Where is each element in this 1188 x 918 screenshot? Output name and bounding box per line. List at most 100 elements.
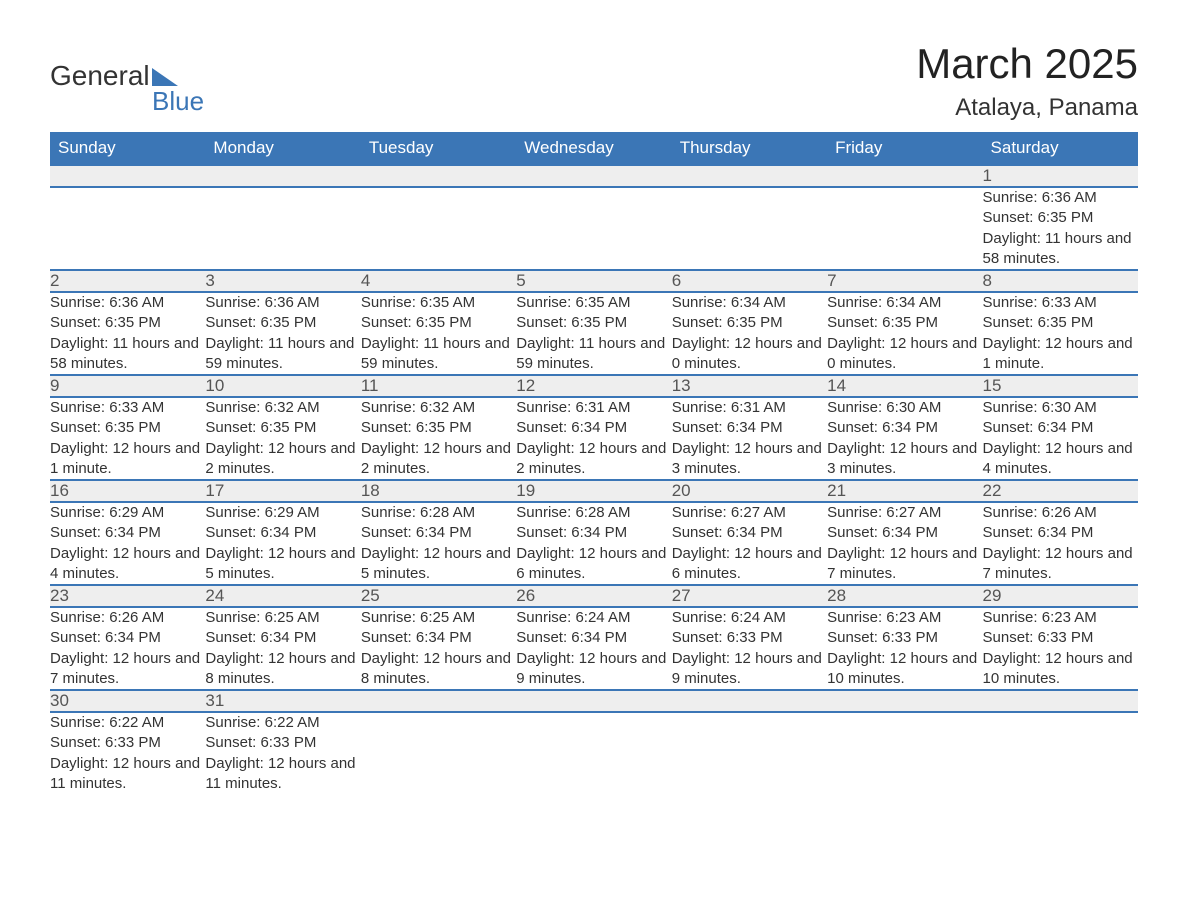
daylight-text: Daylight: 12 hours and 1 minute. (983, 334, 1138, 375)
sunset-text: Sunset: 6:34 PM (516, 418, 671, 438)
col-sunday: Sunday (50, 132, 205, 165)
day-detail-cell: Sunrise: 6:22 AMSunset: 6:33 PMDaylight:… (205, 712, 360, 794)
sunrise-text: Sunrise: 6:26 AM (983, 503, 1138, 523)
day-number-cell: 22 (983, 480, 1138, 502)
sunrise-text: Sunrise: 6:23 AM (827, 608, 982, 628)
sunrise-text: Sunrise: 6:35 AM (361, 293, 516, 313)
week-daynum-row: 2345678 (50, 270, 1138, 292)
sunset-text: Sunset: 6:35 PM (983, 313, 1138, 333)
day-number-cell: 2 (50, 270, 205, 292)
day-detail-cell: Sunrise: 6:32 AMSunset: 6:35 PMDaylight:… (361, 397, 516, 480)
daylight-text: Daylight: 12 hours and 9 minutes. (516, 649, 671, 690)
day-detail-cell: Sunrise: 6:27 AMSunset: 6:34 PMDaylight:… (672, 502, 827, 585)
header: General Blue March 2025 Atalaya, Panama (50, 40, 1138, 122)
day-detail-cell (827, 712, 982, 794)
day-number-cell: 18 (361, 480, 516, 502)
sunrise-text: Sunrise: 6:36 AM (983, 188, 1138, 208)
sunrise-text: Sunrise: 6:28 AM (361, 503, 516, 523)
sunset-text: Sunset: 6:34 PM (205, 523, 360, 543)
col-thursday: Thursday (672, 132, 827, 165)
day-detail-cell: Sunrise: 6:29 AMSunset: 6:34 PMDaylight:… (50, 502, 205, 585)
sunset-text: Sunset: 6:34 PM (672, 523, 827, 543)
day-detail-cell: Sunrise: 6:30 AMSunset: 6:34 PMDaylight:… (983, 397, 1138, 480)
day-detail-cell: Sunrise: 6:27 AMSunset: 6:34 PMDaylight:… (827, 502, 982, 585)
day-number-cell: 11 (361, 375, 516, 397)
day-detail-cell: Sunrise: 6:32 AMSunset: 6:35 PMDaylight:… (205, 397, 360, 480)
day-detail-cell (516, 712, 671, 794)
sunrise-text: Sunrise: 6:25 AM (361, 608, 516, 628)
daylight-text: Daylight: 12 hours and 10 minutes. (827, 649, 982, 690)
daylight-text: Daylight: 12 hours and 2 minutes. (361, 439, 516, 480)
sunset-text: Sunset: 6:35 PM (827, 313, 982, 333)
col-monday: Monday (205, 132, 360, 165)
day-detail-cell (361, 712, 516, 794)
sunset-text: Sunset: 6:34 PM (516, 628, 671, 648)
daylight-text: Daylight: 12 hours and 0 minutes. (827, 334, 982, 375)
sunrise-text: Sunrise: 6:30 AM (827, 398, 982, 418)
daylight-text: Daylight: 11 hours and 58 minutes. (50, 334, 205, 375)
day-number-cell: 4 (361, 270, 516, 292)
week-detail-row: Sunrise: 6:29 AMSunset: 6:34 PMDaylight:… (50, 502, 1138, 585)
sunrise-text: Sunrise: 6:33 AM (50, 398, 205, 418)
sunset-text: Sunset: 6:34 PM (827, 523, 982, 543)
day-number-cell (516, 165, 671, 187)
sunset-text: Sunset: 6:35 PM (983, 208, 1138, 228)
day-number-cell: 28 (827, 585, 982, 607)
daylight-text: Daylight: 11 hours and 58 minutes. (983, 229, 1138, 270)
day-number-cell (672, 690, 827, 712)
sunrise-text: Sunrise: 6:24 AM (516, 608, 671, 628)
day-detail-cell: Sunrise: 6:23 AMSunset: 6:33 PMDaylight:… (983, 607, 1138, 690)
day-number-cell: 6 (672, 270, 827, 292)
day-detail-cell (827, 187, 982, 270)
day-detail-cell: Sunrise: 6:33 AMSunset: 6:35 PMDaylight:… (983, 292, 1138, 375)
sunrise-text: Sunrise: 6:33 AM (983, 293, 1138, 313)
daylight-text: Daylight: 12 hours and 11 minutes. (205, 754, 360, 795)
sunrise-text: Sunrise: 6:36 AM (205, 293, 360, 313)
day-detail-cell: Sunrise: 6:24 AMSunset: 6:33 PMDaylight:… (672, 607, 827, 690)
day-number-cell: 20 (672, 480, 827, 502)
sunrise-text: Sunrise: 6:30 AM (983, 398, 1138, 418)
day-detail-cell: Sunrise: 6:34 AMSunset: 6:35 PMDaylight:… (672, 292, 827, 375)
sunset-text: Sunset: 6:33 PM (205, 733, 360, 753)
day-detail-cell: Sunrise: 6:23 AMSunset: 6:33 PMDaylight:… (827, 607, 982, 690)
day-detail-cell: Sunrise: 6:34 AMSunset: 6:35 PMDaylight:… (827, 292, 982, 375)
day-number-cell: 17 (205, 480, 360, 502)
daylight-text: Daylight: 12 hours and 8 minutes. (361, 649, 516, 690)
day-number-cell (205, 165, 360, 187)
sunset-text: Sunset: 6:34 PM (361, 628, 516, 648)
sunrise-text: Sunrise: 6:34 AM (672, 293, 827, 313)
day-detail-cell: Sunrise: 6:36 AMSunset: 6:35 PMDaylight:… (983, 187, 1138, 270)
daylight-text: Daylight: 12 hours and 9 minutes. (672, 649, 827, 690)
day-detail-cell: Sunrise: 6:36 AMSunset: 6:35 PMDaylight:… (205, 292, 360, 375)
sunrise-text: Sunrise: 6:27 AM (827, 503, 982, 523)
sunrise-text: Sunrise: 6:29 AM (50, 503, 205, 523)
daylight-text: Daylight: 12 hours and 10 minutes. (983, 649, 1138, 690)
day-number-cell: 19 (516, 480, 671, 502)
daylight-text: Daylight: 12 hours and 3 minutes. (672, 439, 827, 480)
day-detail-cell (361, 187, 516, 270)
day-number-cell: 12 (516, 375, 671, 397)
day-header-row: Sunday Monday Tuesday Wednesday Thursday… (50, 132, 1138, 165)
day-detail-cell: Sunrise: 6:29 AMSunset: 6:34 PMDaylight:… (205, 502, 360, 585)
month-title: March 2025 (916, 40, 1138, 88)
sunrise-text: Sunrise: 6:31 AM (672, 398, 827, 418)
sunset-text: Sunset: 6:35 PM (205, 418, 360, 438)
day-detail-cell (672, 187, 827, 270)
week-daynum-row: 16171819202122 (50, 480, 1138, 502)
sunset-text: Sunset: 6:35 PM (50, 313, 205, 333)
day-number-cell: 3 (205, 270, 360, 292)
sunset-text: Sunset: 6:35 PM (516, 313, 671, 333)
week-daynum-row: 1 (50, 165, 1138, 187)
day-number-cell (361, 165, 516, 187)
daylight-text: Daylight: 12 hours and 5 minutes. (205, 544, 360, 585)
day-number-cell: 30 (50, 690, 205, 712)
daylight-text: Daylight: 11 hours and 59 minutes. (205, 334, 360, 375)
sunset-text: Sunset: 6:33 PM (983, 628, 1138, 648)
day-number-cell (827, 690, 982, 712)
day-detail-cell: Sunrise: 6:35 AMSunset: 6:35 PMDaylight:… (516, 292, 671, 375)
sunrise-text: Sunrise: 6:26 AM (50, 608, 205, 628)
sunrise-text: Sunrise: 6:35 AM (516, 293, 671, 313)
day-detail-cell: Sunrise: 6:31 AMSunset: 6:34 PMDaylight:… (672, 397, 827, 480)
day-number-cell: 14 (827, 375, 982, 397)
day-number-cell: 7 (827, 270, 982, 292)
